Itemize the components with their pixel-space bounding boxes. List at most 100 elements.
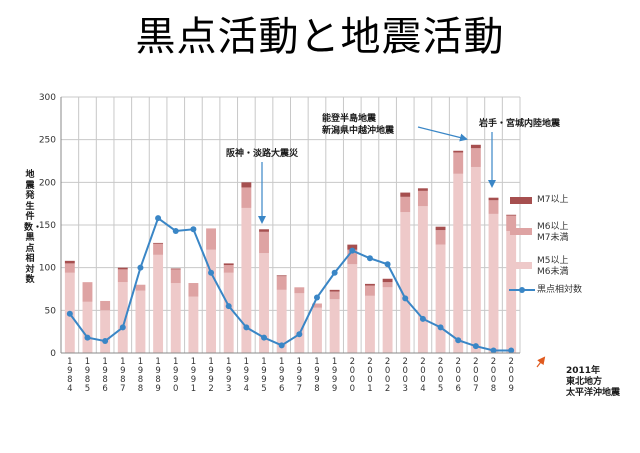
bar-m6 xyxy=(470,148,481,167)
y-axis-label: 地震発生件数・黒点相対数 xyxy=(24,170,43,285)
bar-m7 xyxy=(259,229,269,232)
bars xyxy=(64,144,517,353)
arrow-footnote xyxy=(536,356,546,368)
bar-m7 xyxy=(382,278,393,283)
bar-m5 xyxy=(382,287,393,353)
annotation-noto: 能登半島地震 新潟県中越沖地震 xyxy=(322,113,394,137)
bar-m6 xyxy=(153,243,164,255)
sunspot-point xyxy=(472,343,479,350)
bar-m6 xyxy=(488,200,499,214)
footnote: 2011年 東北地方 太平洋沖地震 xyxy=(566,366,620,399)
legend-swatch-line xyxy=(509,287,535,293)
sunspot-point xyxy=(278,342,285,349)
bar-m6 xyxy=(64,263,75,273)
legend-label-line: 黒点相対数 xyxy=(537,285,583,295)
bar-m5 xyxy=(312,307,322,353)
bar-m7 xyxy=(170,268,181,270)
bar-m6 xyxy=(400,196,411,213)
bar-m5 xyxy=(506,230,517,353)
bar-m5 xyxy=(153,254,164,353)
bar-m5 xyxy=(82,301,93,353)
bar-m5 xyxy=(400,212,411,353)
bar-m6 xyxy=(135,284,146,291)
bar-m5 xyxy=(259,253,269,353)
sunspot-point xyxy=(349,247,356,254)
bar-m6 xyxy=(188,283,199,297)
bar-m6 xyxy=(170,269,181,284)
sunspot-point xyxy=(508,347,515,354)
sunspot-line xyxy=(66,215,515,354)
footnote-line2: 東北地方 xyxy=(566,377,603,387)
legend-swatch-m5 xyxy=(510,262,532,269)
y-tick-label: 250 xyxy=(39,136,56,146)
annotation-noto-line1: 能登半島地震 xyxy=(322,114,377,124)
y-tick-label: 0 xyxy=(50,349,56,359)
legend-label-m5: M5以上 M6未満 xyxy=(537,256,569,278)
bar-m6 xyxy=(223,265,234,273)
bar-m6 xyxy=(276,276,287,290)
bar-m6 xyxy=(100,300,111,311)
sunspot-point xyxy=(190,226,197,233)
sunspot-line-path xyxy=(69,216,512,352)
bar-m6 xyxy=(382,282,393,288)
annotation-arrows xyxy=(258,126,546,368)
slide-title: 黒点活動と地震活動 xyxy=(135,14,505,60)
y-tick-label: 300 xyxy=(39,93,56,103)
annotation-iwate: 岩手・宮城内陸地震 xyxy=(479,119,561,129)
sunspot-point xyxy=(84,334,91,341)
sunspot-point xyxy=(155,215,162,222)
bar-m6 xyxy=(206,228,217,250)
bar-m6 xyxy=(329,291,340,300)
y-tick-label: 200 xyxy=(39,178,56,188)
bar-m6 xyxy=(453,152,464,174)
bar-m7 xyxy=(64,260,75,264)
bar-m6 xyxy=(117,269,128,283)
sunspot-point xyxy=(331,269,338,276)
bar-m7 xyxy=(506,214,517,216)
sunspot-point xyxy=(419,315,426,322)
legend-label-m7: M7以上 xyxy=(537,195,569,205)
bar-m6 xyxy=(417,190,428,207)
sunspot-point xyxy=(261,334,268,341)
sunspot-point xyxy=(366,255,373,262)
sunspot-point xyxy=(384,261,391,268)
legend-label-m6-line1: M6以上 xyxy=(537,222,569,232)
sunspot-point xyxy=(225,303,232,310)
legend-label-m6-line2: M7未満 xyxy=(537,233,569,243)
bar-m5 xyxy=(223,272,234,353)
bar-m5 xyxy=(117,282,128,353)
annotation-noto-line2: 新潟県中越沖地震 xyxy=(322,126,395,136)
bar-m7 xyxy=(470,144,481,149)
sunspot-point xyxy=(490,347,497,354)
bar-m5 xyxy=(206,249,217,353)
bar-m5 xyxy=(135,290,146,353)
sunspot-point xyxy=(437,324,444,331)
bar-m5 xyxy=(329,299,340,353)
sunspot-point xyxy=(66,310,73,317)
bar-m7 xyxy=(417,188,428,191)
bar-m5 xyxy=(435,244,446,353)
bar-m7 xyxy=(223,263,234,266)
bar-m5 xyxy=(188,296,199,353)
sunspot-point xyxy=(119,324,126,331)
annotation-kobe: 阪神・淡路大震災 xyxy=(226,149,299,159)
bar-m6 xyxy=(364,285,375,296)
sunspot-point xyxy=(208,269,215,276)
bar-m7 xyxy=(153,242,164,244)
